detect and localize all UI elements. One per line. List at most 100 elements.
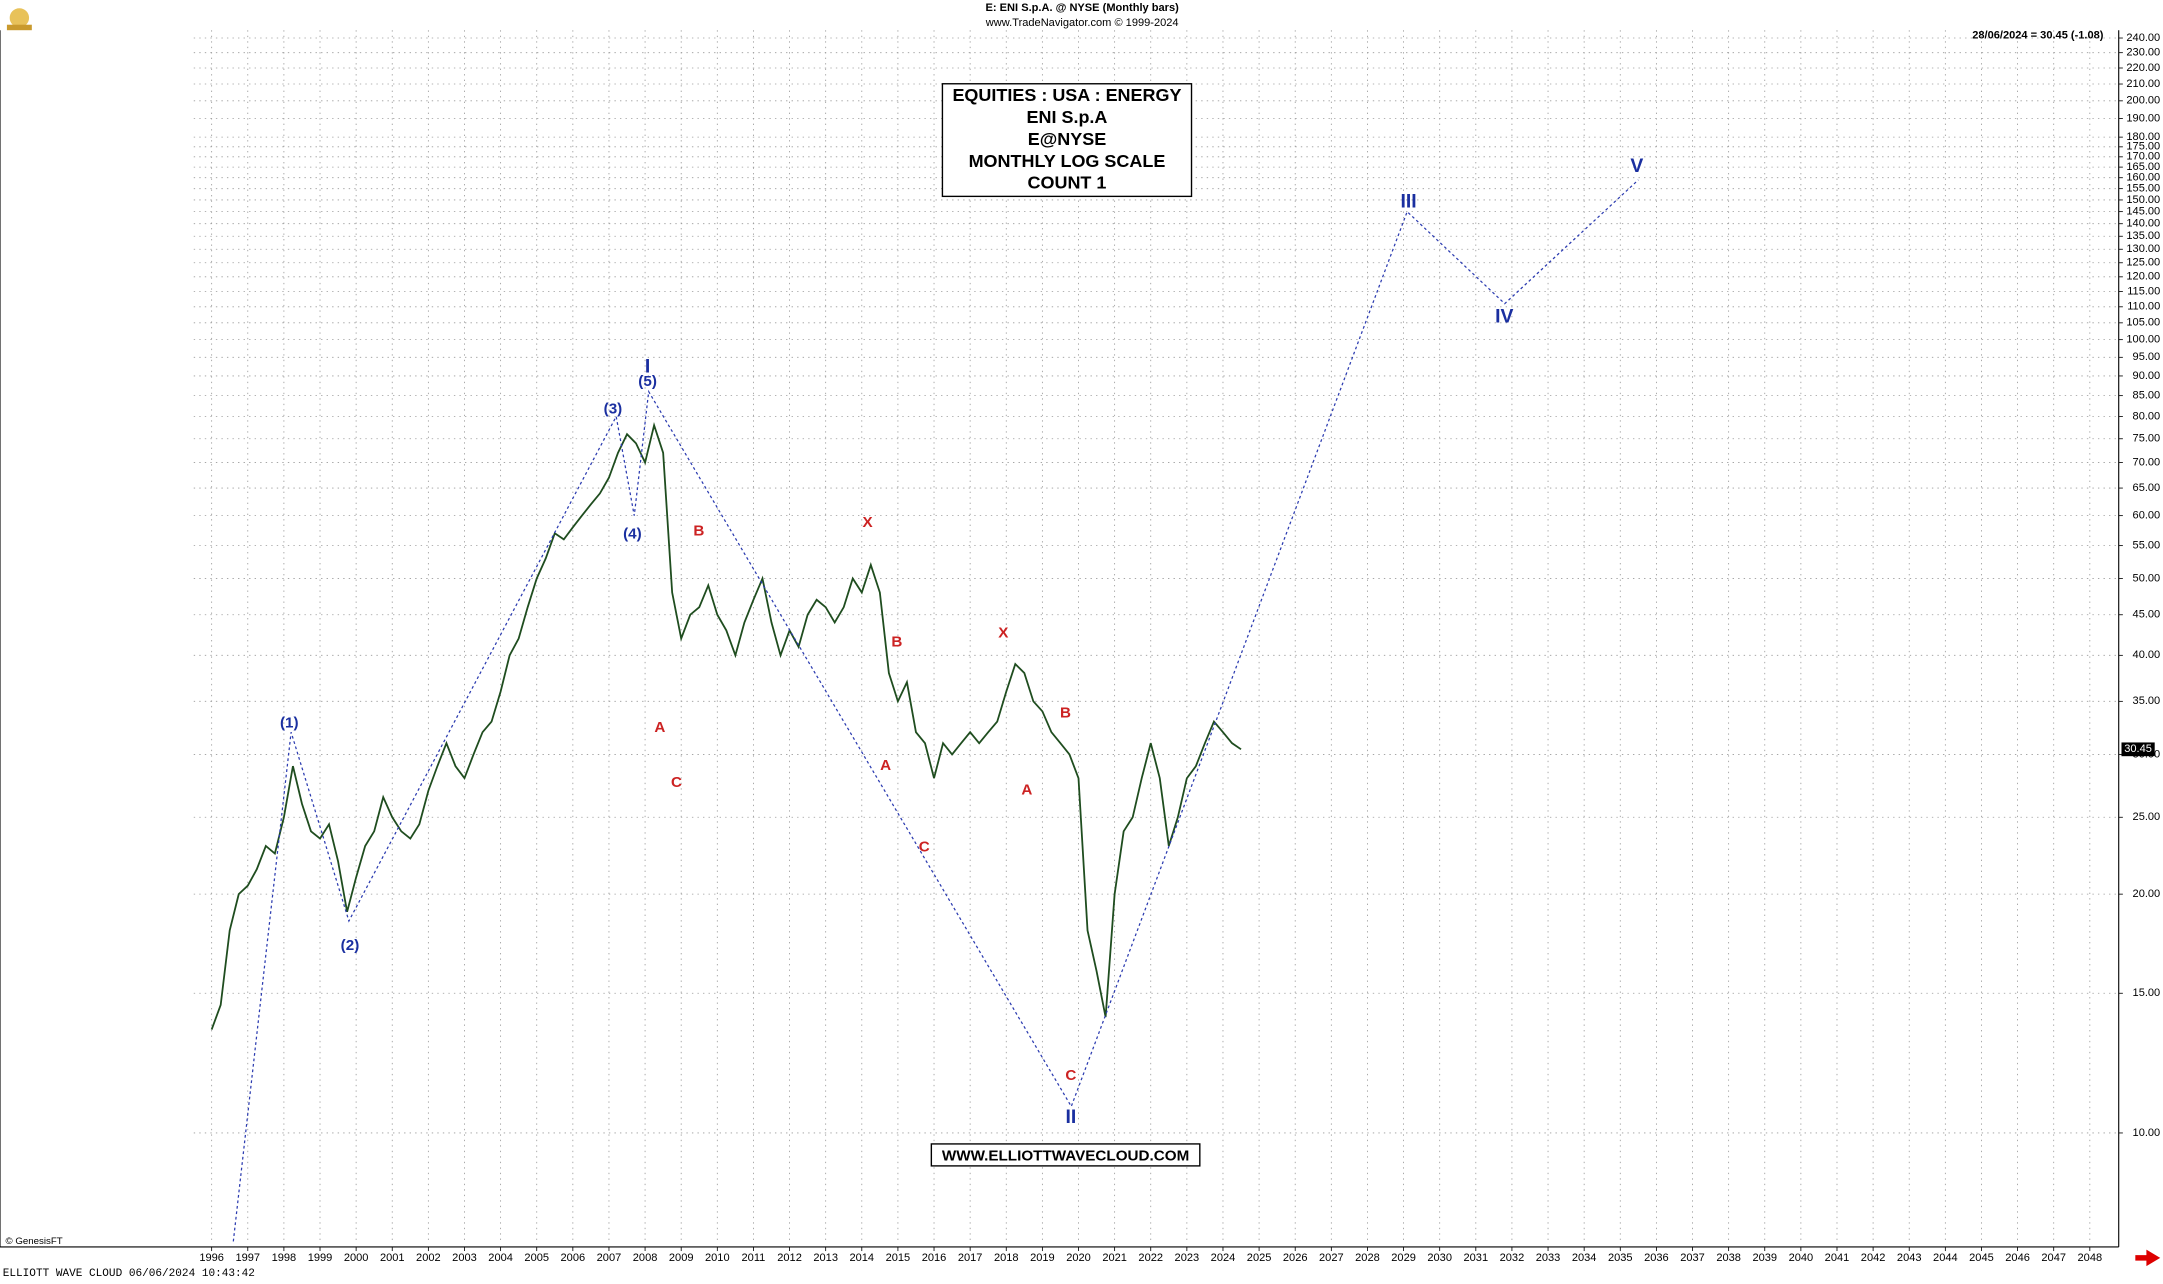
wave-label: X (998, 625, 1008, 642)
y-tick-label: 130.00 (2126, 243, 2160, 255)
wave-label: B (693, 523, 704, 540)
x-tick-label: 2018 (994, 1252, 1019, 1264)
last-price-tag (2121, 742, 2155, 757)
y-tick-label: 120.00 (2126, 271, 2160, 283)
x-tick-label: 1999 (308, 1252, 333, 1264)
y-tick-label: 230.00 (2126, 47, 2160, 59)
y-tick-label: 190.00 (2126, 112, 2160, 124)
y-tick-label: 60.00 (2133, 510, 2161, 522)
x-tick-label: 2041 (1825, 1252, 1850, 1264)
x-tick-label: 2025 (1247, 1252, 1272, 1264)
header-line: www.TradeNavigator.com © 1999-2024 (985, 17, 1179, 29)
x-tick-label: 2014 (849, 1252, 874, 1264)
wave-label: (1) (280, 715, 299, 732)
x-tick-label: 2019 (1030, 1252, 1055, 1264)
x-tick-label: 1997 (235, 1252, 260, 1264)
x-tick-label: 2022 (1138, 1252, 1163, 1264)
title-line: ENI S.p.A (1027, 107, 1108, 127)
x-tick-label: 2016 (922, 1252, 947, 1264)
wave-path (232, 179, 1639, 1242)
wave-label: C (1065, 1067, 1076, 1084)
x-tick-label: 2029 (1391, 1252, 1416, 1264)
wave-label: (5) (638, 373, 657, 390)
website: WWW.ELLIOTTWAVECLOUD.COM (942, 1147, 1189, 1164)
y-tick-label: 55.00 (2133, 540, 2161, 552)
header-line: E: ENI S.p.A. @ NYSE (Monthly bars) (986, 2, 1180, 14)
x-tick-label: 2028 (1355, 1252, 1380, 1264)
x-tick-label: 2043 (1897, 1252, 1922, 1264)
x-tick-label: 2032 (1500, 1252, 1525, 1264)
last-price-label: 30.45 (2124, 743, 2152, 755)
x-tick-label: 2009 (669, 1252, 694, 1264)
y-tick-label: 75.00 (2133, 433, 2161, 445)
x-tick-label: 2024 (1211, 1252, 1236, 1264)
x-tick-label: 2017 (958, 1252, 983, 1264)
x-tick-label: 2037 (1680, 1252, 1705, 1264)
x-tick-label: 2015 (886, 1252, 911, 1264)
x-tick-label: 2002 (416, 1252, 441, 1264)
x-tick-label: 2046 (2005, 1252, 2030, 1264)
wave-label: A (654, 719, 665, 736)
wave-label: C (671, 774, 682, 791)
wave-label: (4) (623, 526, 642, 543)
title-box (941, 83, 1193, 198)
wave-label: IV (1495, 307, 1513, 328)
wave-label: (2) (341, 937, 360, 954)
y-tick-label: 150.00 (2126, 194, 2160, 206)
scroll-arrow[interactable] (2135, 1249, 2161, 1267)
copyright: © GenesisFT (6, 1236, 63, 1247)
logo (6, 8, 32, 31)
wave-label: I (645, 356, 650, 377)
y-tick-label: 50.00 (2133, 572, 2161, 584)
x-tick-label: 2020 (1066, 1252, 1091, 1264)
y-tick-label: 210.00 (2126, 78, 2160, 90)
wave-label: X (862, 514, 872, 531)
y-tick-label: 15.00 (2133, 987, 2161, 999)
x-tick-label: 2005 (524, 1252, 549, 1264)
wave-label: A (880, 757, 891, 774)
y-tick-label: 140.00 (2126, 218, 2160, 230)
last-quote: 28/06/2024 = 30.45 (-1.08) (1972, 30, 2104, 42)
y-tick-label: 145.00 (2126, 206, 2160, 218)
y-tick-label: 160.00 (2126, 172, 2160, 184)
wave-label: C (919, 839, 930, 856)
x-tick-label: 2026 (1283, 1252, 1308, 1264)
y-tick-label: 165.00 (2126, 161, 2160, 173)
x-tick-label: 2004 (488, 1252, 513, 1264)
x-tick-label: 2031 (1464, 1252, 1489, 1264)
wave-label: B (1060, 704, 1071, 721)
price-line (210, 421, 1242, 1030)
x-tick-label: 2040 (1789, 1252, 1814, 1264)
x-tick-label: 2011 (742, 1252, 766, 1264)
x-tick-label: 2000 (344, 1252, 369, 1264)
title-line: E@NYSE (1028, 129, 1107, 149)
x-tick-label: 2033 (1536, 1252, 1561, 1264)
y-tick-label: 25.00 (2133, 811, 2161, 823)
y-tick-label: 90.00 (2133, 370, 2161, 382)
footer: ELLIOTT WAVE CLOUD 06/06/2024 10:43:42 (3, 1268, 255, 1280)
x-tick-label: 2023 (1175, 1252, 1200, 1264)
x-tick-label: 2042 (1861, 1252, 1886, 1264)
x-tick-label: 2021 (1102, 1252, 1127, 1264)
x-tick-label: 2007 (597, 1252, 622, 1264)
y-tick-label: 180.00 (2126, 131, 2160, 143)
y-tick-label: 170.00 (2126, 151, 2160, 163)
wave-label: B (891, 634, 902, 651)
x-tick-label: 2044 (1933, 1252, 1958, 1264)
website-box (930, 1143, 1201, 1167)
y-tick-label: 220.00 (2126, 62, 2160, 74)
y-tick-label: 100.00 (2126, 334, 2160, 346)
x-tick-label: 2045 (1969, 1252, 1994, 1264)
x-tick-label: 2006 (561, 1252, 586, 1264)
y-tick-label: 95.00 (2133, 351, 2161, 363)
x-tick-label: 2012 (777, 1252, 802, 1264)
y-tick-label: 200.00 (2126, 95, 2160, 107)
x-tick-label: 1998 (272, 1252, 297, 1264)
x-tick-label: 2030 (1427, 1252, 1452, 1264)
wave-label: (3) (604, 401, 623, 418)
wave-label: III (1401, 191, 1417, 212)
y-tick-label: 20.00 (2133, 888, 2161, 900)
